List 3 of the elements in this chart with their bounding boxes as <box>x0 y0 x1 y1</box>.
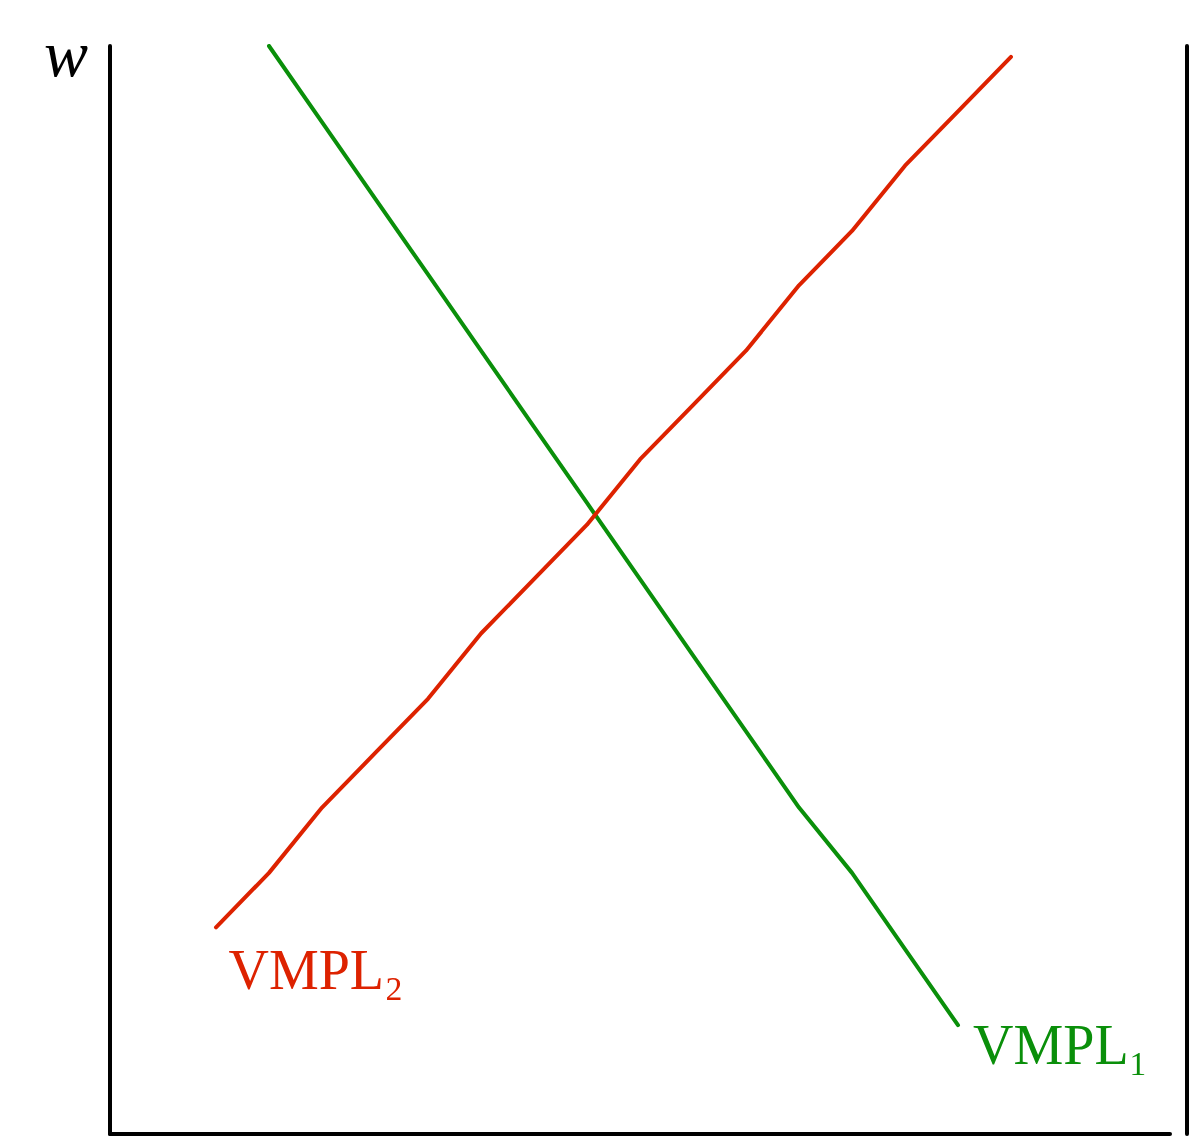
series-label: VMPL₁ <box>973 1014 1149 1077</box>
y-axis-title: w <box>43 16 88 90</box>
series-label: VMPL₂ <box>228 939 404 1002</box>
